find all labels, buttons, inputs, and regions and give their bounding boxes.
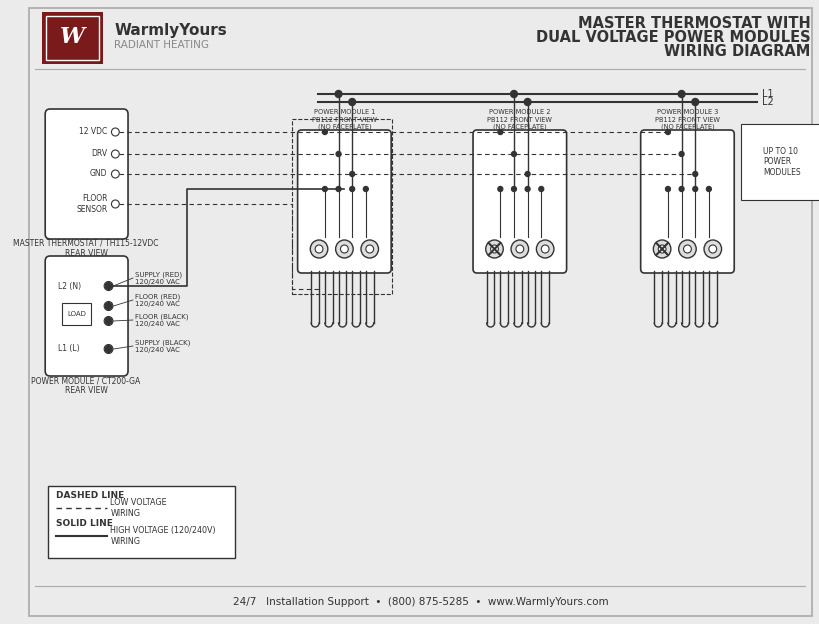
Circle shape xyxy=(335,240,353,258)
Text: DRV: DRV xyxy=(92,150,107,158)
Circle shape xyxy=(105,283,112,290)
Text: LOAD: LOAD xyxy=(67,311,86,317)
Circle shape xyxy=(704,240,721,258)
Circle shape xyxy=(363,187,368,192)
Text: SOLID LINE: SOLID LINE xyxy=(56,519,113,528)
Text: POWER MODULE 3
PB112 FRONT VIEW
(NO FACEPLATE): POWER MODULE 3 PB112 FRONT VIEW (NO FACE… xyxy=(654,109,719,130)
Circle shape xyxy=(665,130,670,135)
Circle shape xyxy=(511,152,516,157)
Circle shape xyxy=(677,90,684,97)
Circle shape xyxy=(336,187,341,192)
Circle shape xyxy=(678,187,683,192)
Circle shape xyxy=(678,152,683,157)
Text: 12 VDC: 12 VDC xyxy=(79,127,107,137)
Text: RADIANT HEATING: RADIANT HEATING xyxy=(114,40,209,50)
Text: FLOOR
SENSOR: FLOOR SENSOR xyxy=(76,194,107,213)
Circle shape xyxy=(523,99,531,105)
FancyBboxPatch shape xyxy=(48,486,235,558)
Text: MASTER THERMOSTAT WITH: MASTER THERMOSTAT WITH xyxy=(577,16,809,31)
FancyBboxPatch shape xyxy=(43,12,102,64)
Circle shape xyxy=(536,240,554,258)
Circle shape xyxy=(360,240,378,258)
Text: POWER MODULE 1
PB112 FRONT VIEW
(NO FACEPLATE): POWER MODULE 1 PB112 FRONT VIEW (NO FACE… xyxy=(311,109,377,130)
Circle shape xyxy=(510,240,528,258)
Text: SUPPLY (BLACK)
120/240 VAC: SUPPLY (BLACK) 120/240 VAC xyxy=(134,339,190,353)
Circle shape xyxy=(105,303,112,310)
Text: FLOOR (BLACK)
120/240 VAC: FLOOR (BLACK) 120/240 VAC xyxy=(134,313,188,327)
Text: DASHED LINE: DASHED LINE xyxy=(56,491,124,500)
Text: HIGH VOLTAGE (120/240V)
WIRING: HIGH VOLTAGE (120/240V) WIRING xyxy=(111,526,216,546)
Text: L2: L2 xyxy=(762,97,773,107)
FancyBboxPatch shape xyxy=(473,130,566,273)
Circle shape xyxy=(691,99,698,105)
Circle shape xyxy=(350,187,354,192)
Circle shape xyxy=(708,245,716,253)
Circle shape xyxy=(706,187,710,192)
Circle shape xyxy=(511,187,516,192)
Circle shape xyxy=(105,346,112,353)
Text: L1: L1 xyxy=(762,89,773,99)
Text: UP TO 10
POWER
MODULES: UP TO 10 POWER MODULES xyxy=(762,147,800,177)
Circle shape xyxy=(515,245,523,253)
Circle shape xyxy=(340,245,348,253)
Text: FLOOR (RED)
120/240 VAC: FLOOR (RED) 120/240 VAC xyxy=(134,293,180,307)
Text: POWER MODULE / CT200-GA
REAR VIEW: POWER MODULE / CT200-GA REAR VIEW xyxy=(31,376,141,396)
Circle shape xyxy=(683,245,690,253)
Text: GND: GND xyxy=(90,170,107,178)
Circle shape xyxy=(538,187,543,192)
Circle shape xyxy=(365,245,373,253)
Circle shape xyxy=(322,187,327,192)
Text: L1 (L): L1 (L) xyxy=(58,344,79,354)
Circle shape xyxy=(322,130,327,135)
Circle shape xyxy=(692,187,697,192)
Text: DUAL VOLTAGE POWER MODULES: DUAL VOLTAGE POWER MODULES xyxy=(535,30,809,45)
Text: POWER MODULE 2
PB112 FRONT VIEW
(NO FACEPLATE): POWER MODULE 2 PB112 FRONT VIEW (NO FACE… xyxy=(486,109,551,130)
Circle shape xyxy=(665,187,670,192)
Text: W: W xyxy=(60,26,85,48)
Text: WIRING DIAGRAM: WIRING DIAGRAM xyxy=(663,44,809,59)
Circle shape xyxy=(350,172,354,177)
Circle shape xyxy=(653,240,670,258)
Text: LOW VOLTAGE
WIRING: LOW VOLTAGE WIRING xyxy=(111,499,167,518)
Circle shape xyxy=(497,130,502,135)
Circle shape xyxy=(692,172,697,177)
FancyBboxPatch shape xyxy=(45,256,128,376)
Circle shape xyxy=(335,90,342,97)
Circle shape xyxy=(524,187,529,192)
FancyBboxPatch shape xyxy=(297,130,391,273)
Circle shape xyxy=(678,240,695,258)
Text: 24/7   Installation Support  •  (800) 875-5285  •  www.WarmlyYours.com: 24/7 Installation Support • (800) 875-52… xyxy=(233,597,608,607)
Circle shape xyxy=(348,99,355,105)
Circle shape xyxy=(314,245,323,253)
FancyBboxPatch shape xyxy=(640,130,733,273)
Circle shape xyxy=(524,172,529,177)
Circle shape xyxy=(510,90,517,97)
Circle shape xyxy=(485,240,503,258)
Circle shape xyxy=(336,152,341,157)
Text: MASTER THERMOSTAT / TH115-12VDC
REAR VIEW: MASTER THERMOSTAT / TH115-12VDC REAR VIE… xyxy=(13,239,159,258)
Circle shape xyxy=(490,245,498,253)
Circle shape xyxy=(541,245,549,253)
Text: WarmlyYours: WarmlyYours xyxy=(114,22,227,37)
Text: SUPPLY (RED)
120/240 VAC: SUPPLY (RED) 120/240 VAC xyxy=(134,271,182,285)
Circle shape xyxy=(658,245,665,253)
Circle shape xyxy=(105,318,112,324)
Circle shape xyxy=(497,187,502,192)
FancyBboxPatch shape xyxy=(45,109,128,239)
FancyBboxPatch shape xyxy=(61,303,91,325)
Text: L2 (N): L2 (N) xyxy=(58,281,81,291)
Circle shape xyxy=(310,240,328,258)
